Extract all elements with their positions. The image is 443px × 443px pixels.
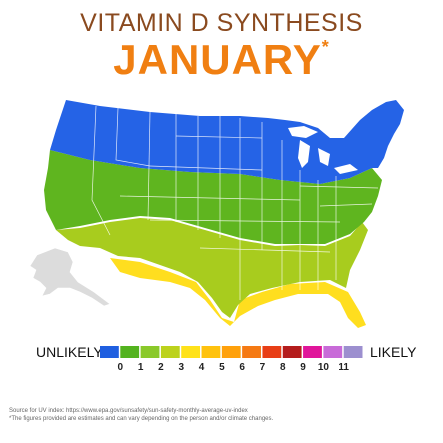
region-central (44, 150, 382, 244)
legend-swatch (242, 346, 261, 358)
legend-swatch (181, 346, 201, 358)
month-title: JANUARY* (0, 36, 443, 84)
legend-tick-label: 0 (117, 362, 124, 373)
page-title: VITAMIN D SYNTHESIS (80, 9, 363, 37)
state-borders (91, 105, 379, 300)
legend-tick-label: 4 (198, 362, 205, 373)
great-lakes (288, 126, 358, 174)
legend-swatch (282, 346, 302, 358)
legend-swatch (100, 346, 119, 358)
legend-likely-label: LIKELY (370, 344, 417, 360)
legend-swatch (140, 346, 160, 358)
legend-tick-label: 5 (219, 362, 225, 373)
legend-swatch (262, 346, 282, 358)
legend-swatch (221, 346, 241, 358)
legend-swatch (343, 346, 363, 358)
uv-legend-bar (100, 346, 363, 358)
legend-swatch (201, 346, 221, 358)
legend-tick-label: 9 (300, 362, 306, 373)
us-map (29, 100, 404, 328)
asterisk-mark: * (321, 37, 330, 57)
region-north (50, 100, 404, 184)
alaska-shape (29, 247, 111, 307)
region-southmost (110, 258, 366, 328)
legend-tick-label: 7 (259, 362, 266, 373)
legend-swatch (323, 346, 343, 358)
uv-legend-ticks: 0 1 2 3 4 5 6 7 8 9 10 11 (100, 362, 364, 378)
legend-tick-label: 1 (137, 362, 144, 373)
legend-swatch (303, 346, 322, 358)
legend-swatch (160, 346, 180, 358)
legend-tick-label: 8 (279, 362, 286, 373)
legend-tick-label: 2 (158, 362, 164, 373)
source-line: Source for UV index: https://www.epa.gov… (9, 408, 248, 414)
legend-unlikely-label: UNLIKELY (36, 344, 103, 360)
legend-tick-label: 3 (178, 362, 184, 373)
region-south (56, 218, 368, 318)
legend-swatch (120, 346, 140, 358)
disclaimer-line: *The figures provided are estimates and … (9, 416, 274, 422)
month-label: JANUARY (113, 36, 322, 83)
source-note: Source for UV index: https://www.epa.gov… (9, 407, 273, 423)
legend-tick-label: 6 (239, 362, 245, 373)
legend-tick-label: 11 (338, 362, 349, 373)
legend-tick-label: 10 (317, 362, 329, 373)
